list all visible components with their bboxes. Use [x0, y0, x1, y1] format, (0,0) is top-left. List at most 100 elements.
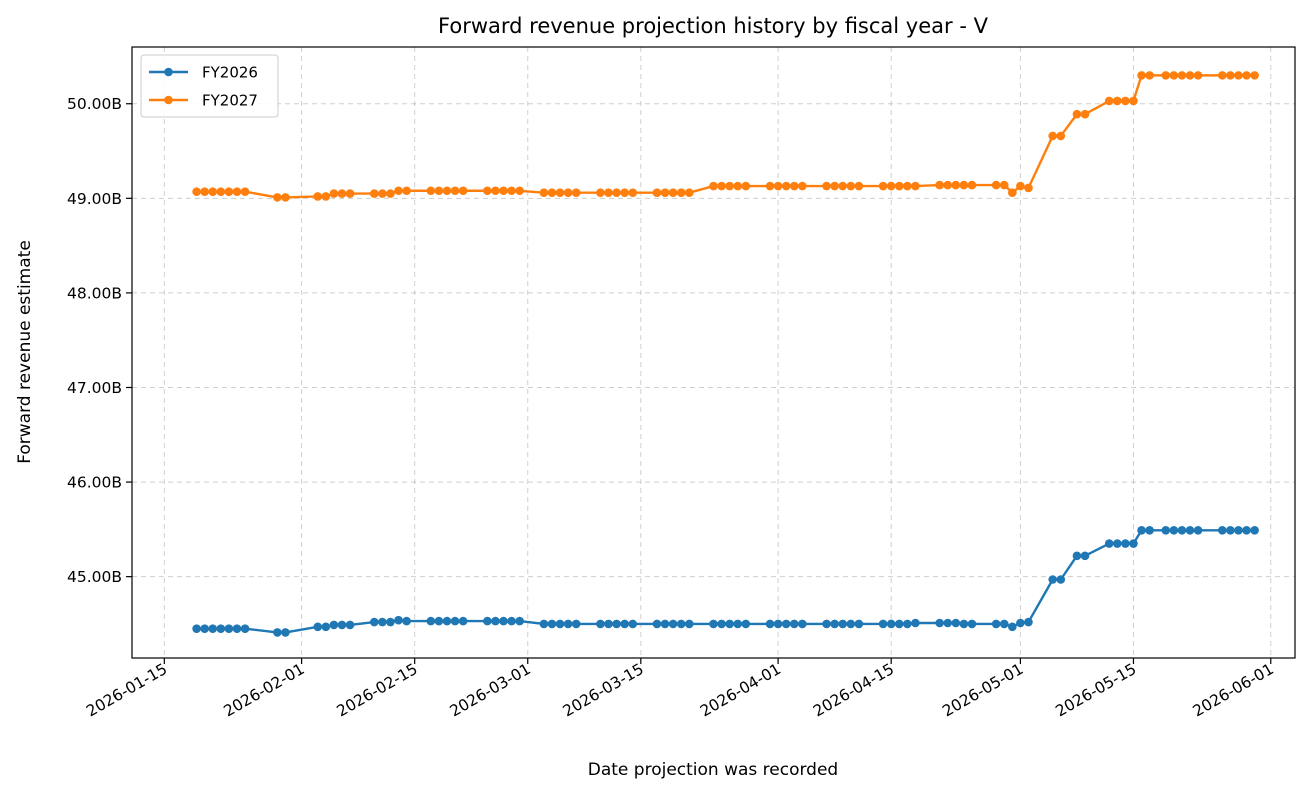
data-point-fy2027 — [911, 181, 920, 191]
data-point-fy2026 — [1193, 526, 1203, 535]
data-point-fy2026 — [725, 619, 734, 629]
data-point-fy2026 — [547, 619, 557, 629]
data-point-fy2026 — [369, 617, 379, 627]
data-point-fy2027 — [386, 189, 395, 198]
data-point-fy2027 — [426, 186, 436, 196]
data-point-fy2026 — [1113, 539, 1122, 548]
data-point-fy2027 — [1234, 71, 1243, 80]
data-point-fy2027 — [563, 188, 573, 197]
data-point-fy2026 — [830, 619, 839, 629]
data-point-fy2027 — [216, 187, 226, 197]
data-point-fy2026 — [1024, 617, 1033, 627]
data-point-fy2026 — [426, 616, 436, 626]
data-point-fy2027 — [684, 188, 694, 197]
data-point-fy2027 — [240, 187, 250, 197]
y-axis-label: Forward revenue estimate — [15, 240, 35, 464]
data-point-fy2027 — [208, 187, 218, 197]
series-fy2027 — [192, 71, 1259, 202]
data-point-fy2026 — [273, 628, 282, 637]
data-point-fy2026 — [959, 619, 969, 629]
data-point-fy2027 — [329, 189, 339, 198]
data-point-fy2027 — [192, 187, 201, 197]
data-point-fy2027 — [394, 186, 403, 196]
data-point-fy2026 — [773, 619, 783, 629]
data-point-fy2027 — [991, 180, 1001, 190]
data-point-fy2026 — [596, 619, 605, 629]
data-point-fy2026 — [894, 619, 904, 629]
data-point-fy2026 — [200, 624, 209, 633]
data-point-fy2027 — [709, 181, 718, 191]
data-point-fy2027 — [571, 188, 581, 197]
data-point-fy2027 — [967, 180, 977, 190]
data-point-fy2027 — [854, 181, 864, 191]
data-point-fy2027 — [1185, 71, 1195, 80]
data-point-fy2027 — [660, 188, 670, 197]
data-point-fy2027 — [1250, 71, 1259, 80]
data-point-fy2026 — [192, 624, 201, 633]
data-point-fy2027 — [1177, 71, 1187, 80]
y-tick-label: 48.00B — [67, 284, 122, 302]
plot-frame — [131, 46, 1296, 659]
data-point-fy2026 — [1121, 539, 1130, 548]
data-point-fy2027 — [943, 180, 953, 190]
legend-marker-fy2027 — [164, 95, 173, 105]
data-point-fy2027 — [822, 181, 831, 191]
data-point-fy2027 — [1016, 181, 1025, 191]
data-point-fy2026 — [628, 619, 638, 629]
data-point-fy2027 — [1169, 71, 1179, 80]
data-point-fy2026 — [668, 619, 678, 629]
data-point-fy2026 — [943, 618, 953, 628]
data-point-fy2027 — [1080, 109, 1090, 119]
data-point-fy2026 — [1129, 539, 1138, 548]
data-point-fy2026 — [1048, 575, 1058, 584]
data-point-fy2027 — [789, 181, 799, 191]
data-point-fy2027 — [1145, 71, 1154, 80]
data-point-fy2026 — [450, 616, 460, 626]
legend-box — [140, 54, 279, 118]
data-point-fy2026 — [733, 619, 743, 629]
data-point-fy2027 — [491, 186, 500, 196]
data-point-fy2026 — [1242, 526, 1251, 535]
data-point-fy2026 — [1137, 526, 1146, 535]
data-point-fy2026 — [822, 619, 831, 629]
series-layer — [192, 71, 1259, 637]
data-point-fy2027 — [1161, 71, 1171, 80]
data-point-fy2026 — [345, 620, 355, 630]
data-point-fy2026 — [838, 619, 848, 629]
data-point-fy2027 — [725, 181, 734, 191]
y-axis: 45.00B 46.00B 47.00B 48.00B 49.00B 50.00B — [67, 95, 132, 586]
data-point-fy2027 — [1218, 71, 1227, 80]
data-point-fy2027 — [999, 180, 1009, 190]
data-point-fy2027 — [547, 188, 557, 197]
data-point-fy2026 — [717, 619, 726, 629]
data-point-fy2027 — [273, 193, 282, 202]
data-point-fy2027 — [434, 186, 444, 196]
data-point-fy2026 — [483, 616, 492, 626]
chart-title: Forward revenue projection history by fi… — [438, 14, 989, 38]
data-point-fy2027 — [378, 189, 387, 198]
data-point-fy2026 — [491, 616, 500, 626]
y-tick-label: 46.00B — [67, 474, 122, 492]
data-point-fy2027 — [402, 186, 411, 196]
data-point-fy2026 — [911, 618, 920, 628]
data-point-fy2026 — [571, 619, 581, 629]
data-point-fy2026 — [394, 615, 403, 625]
data-point-fy2026 — [951, 618, 961, 628]
y-tick-label: 45.00B — [67, 568, 122, 586]
data-point-fy2027 — [1226, 71, 1235, 80]
data-point-fy2027 — [458, 186, 468, 196]
data-point-fy2027 — [1024, 183, 1033, 193]
data-point-fy2027 — [281, 193, 290, 202]
data-point-fy2027 — [515, 186, 524, 196]
data-point-fy2026 — [1016, 618, 1025, 628]
data-point-fy2027 — [450, 186, 460, 196]
legend-marker-fy2026 — [164, 67, 173, 77]
data-point-fy2027 — [1121, 96, 1130, 106]
data-point-fy2026 — [216, 624, 226, 633]
data-point-fy2027 — [886, 181, 896, 191]
data-point-fy2026 — [967, 619, 977, 629]
data-point-fy2026 — [1008, 622, 1017, 632]
data-point-fy2027 — [668, 188, 678, 197]
data-point-fy2026 — [240, 624, 250, 633]
